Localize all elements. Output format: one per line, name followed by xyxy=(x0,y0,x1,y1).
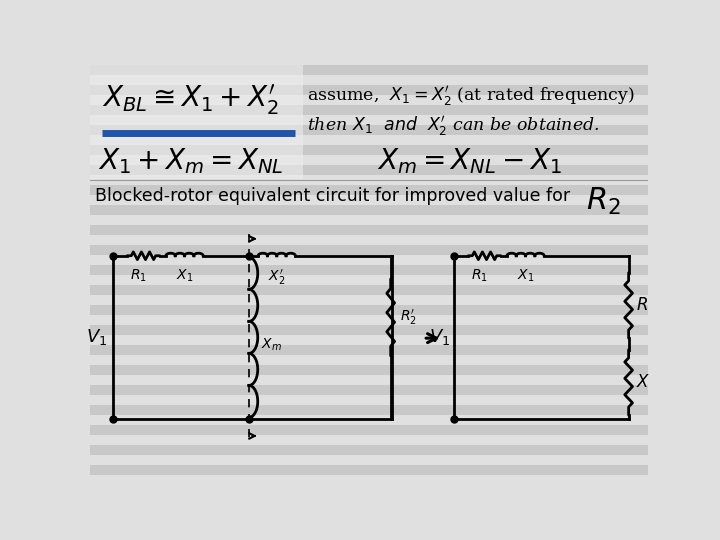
Text: $V_1$: $V_1$ xyxy=(429,327,451,347)
Bar xyxy=(90,65,303,179)
Bar xyxy=(90,445,648,455)
Bar xyxy=(90,85,648,95)
Bar xyxy=(90,285,648,295)
Text: $X_2^{\prime}$: $X_2^{\prime}$ xyxy=(268,267,285,287)
Text: $X_m = X_{NL} - X_1$: $X_m = X_{NL} - X_1$ xyxy=(377,146,562,176)
Text: $X_{BL} \cong X_1 + X_2^{\prime}$: $X_{BL} \cong X_1 + X_2^{\prime}$ xyxy=(102,82,279,117)
Bar xyxy=(90,105,648,115)
Text: assume,  $X_1 = X_2^{\prime}$ (at rated frequency): assume, $X_1 = X_2^{\prime}$ (at rated f… xyxy=(307,84,635,107)
Text: $X_m$: $X_m$ xyxy=(261,337,282,353)
Text: $V_1$: $V_1$ xyxy=(86,327,107,347)
Bar xyxy=(90,325,648,335)
Text: $R_1$: $R_1$ xyxy=(471,267,488,284)
Bar xyxy=(90,425,648,435)
Text: $X_1 + X_m = X_{NL}$: $X_1 + X_m = X_{NL}$ xyxy=(98,146,283,176)
Text: $R_2^{\prime}$: $R_2^{\prime}$ xyxy=(400,308,417,327)
Bar xyxy=(90,345,648,355)
Bar xyxy=(90,185,648,195)
Text: $R_1$: $R_1$ xyxy=(130,267,147,284)
Bar xyxy=(90,265,648,275)
Bar xyxy=(90,165,648,175)
Bar xyxy=(90,145,648,155)
Text: then $X_1$  $and$  $X_2^{\prime}$ can be obtained.: then $X_1$ $and$ $X_2^{\prime}$ can be o… xyxy=(307,114,600,138)
Text: $X$: $X$ xyxy=(636,374,651,391)
Bar xyxy=(90,205,648,215)
Bar xyxy=(90,245,648,255)
Bar xyxy=(90,365,648,375)
Text: $X_1$: $X_1$ xyxy=(517,267,534,284)
Bar xyxy=(90,405,648,415)
Bar xyxy=(90,465,648,475)
Bar xyxy=(90,225,648,235)
Bar xyxy=(90,385,648,395)
Text: $X_1$: $X_1$ xyxy=(176,267,193,284)
Text: $R_2$: $R_2$ xyxy=(586,186,621,218)
Bar xyxy=(90,305,648,315)
Bar xyxy=(90,125,648,135)
Text: $R$: $R$ xyxy=(636,297,648,314)
Text: Blocked‐rotor equivalent circuit for improved value for: Blocked‐rotor equivalent circuit for imp… xyxy=(94,187,570,205)
Bar xyxy=(90,65,648,75)
